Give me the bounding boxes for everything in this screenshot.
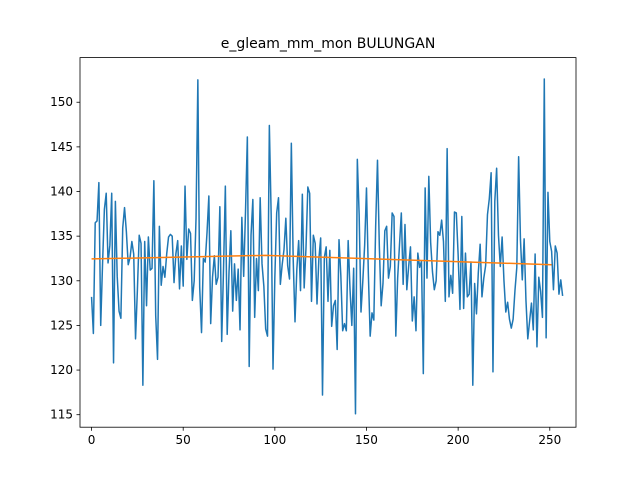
series-layer	[90, 78, 564, 415]
x-tick-label: 100	[263, 433, 286, 447]
y-tick-label: 145	[50, 140, 73, 154]
chart-title: e_gleam_mm_mon BULUNGAN	[221, 36, 436, 52]
series-line-2	[91, 254, 552, 266]
y-tick-label: 140	[50, 185, 73, 199]
x-tick-label: 200	[447, 433, 470, 447]
y-tick-label: 125	[50, 318, 73, 332]
y-tick-label: 135	[50, 229, 73, 243]
y-tick-label: 120	[50, 363, 73, 377]
x-tick-label: 150	[355, 433, 378, 447]
x-tick-label: 250	[538, 433, 561, 447]
x-tick-label: 50	[176, 433, 191, 447]
series-line-1	[90, 78, 564, 415]
x-tick-label: 0	[88, 433, 96, 447]
y-tick-label: 150	[50, 95, 73, 109]
y-tick-label: 115	[50, 408, 73, 422]
plot-frame	[79, 57, 577, 428]
y-tick-label: 130	[50, 274, 73, 288]
axes-layer: 0 50 100 150 200 250 115 120 125 130 135 140 145 150	[50, 95, 561, 447]
